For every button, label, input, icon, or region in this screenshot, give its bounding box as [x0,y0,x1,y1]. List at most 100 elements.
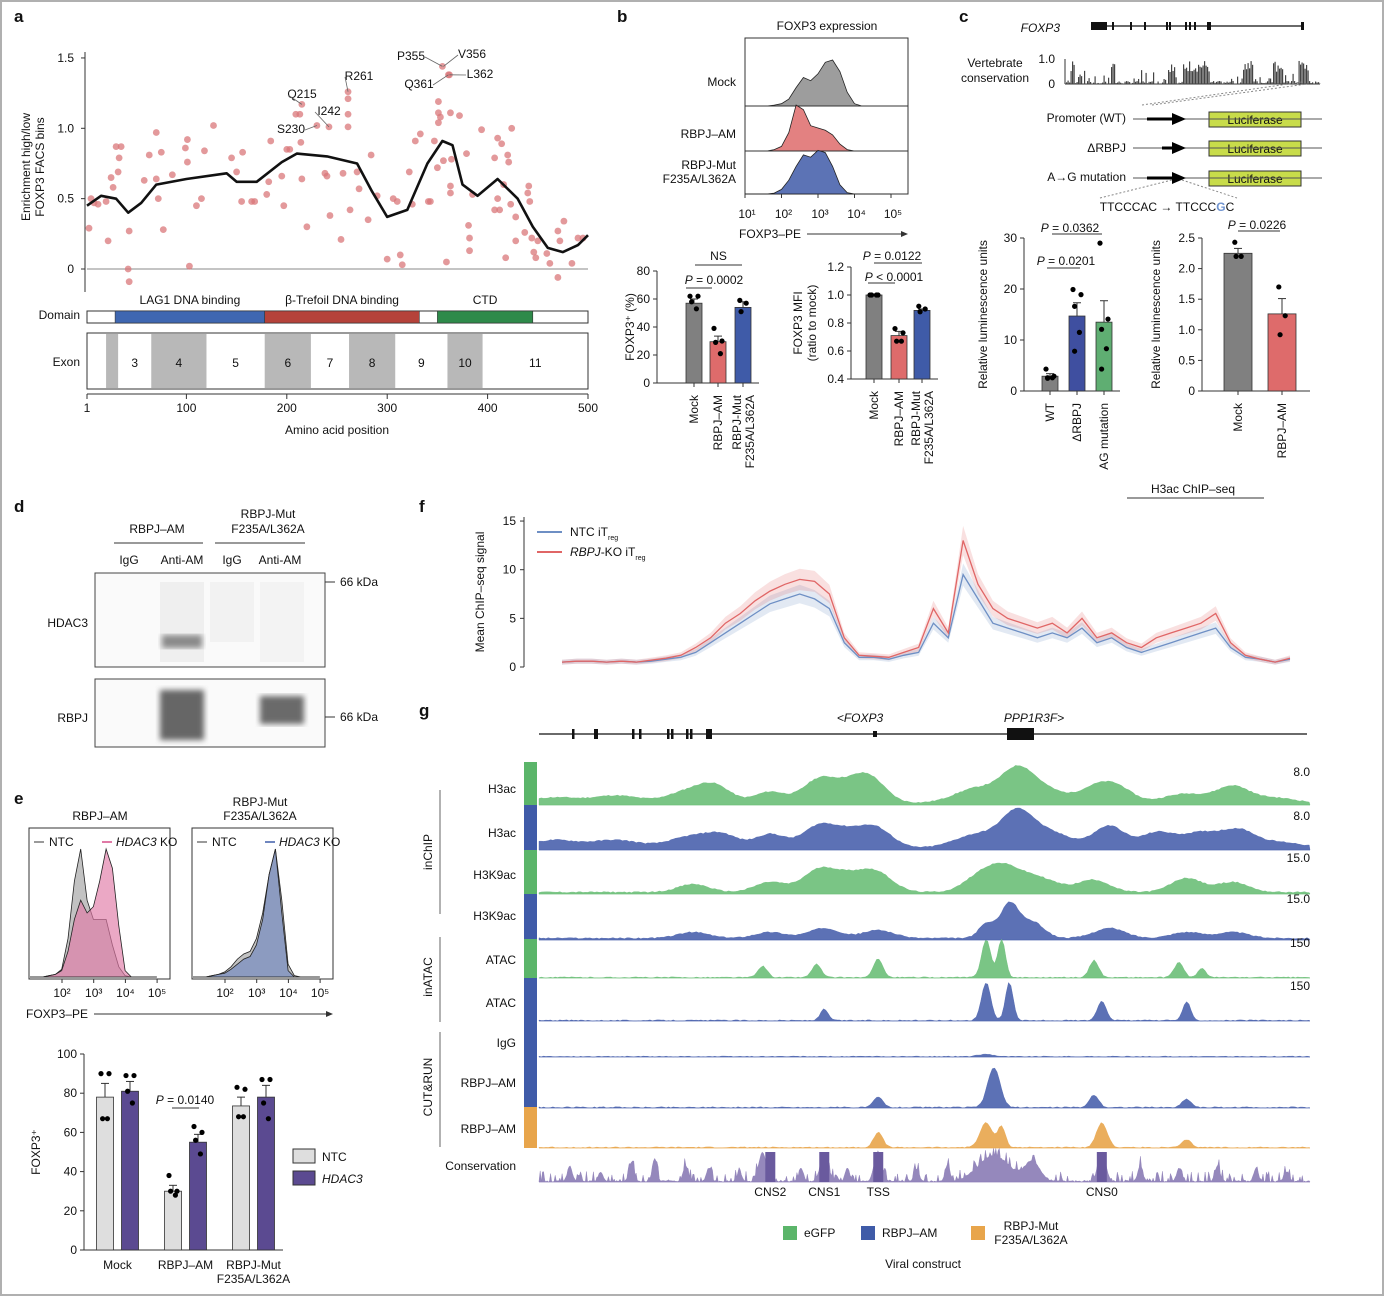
data-point [367,151,375,159]
data-point [346,206,354,214]
y-tick-label: 0 [1188,384,1195,398]
legend-label: NTC [322,1150,347,1164]
c-cons-bar [1202,65,1204,84]
y-tick-label: 0 [643,376,650,390]
p-symbol: P [685,273,693,287]
data-point [94,200,102,208]
text-line: F235A/L362A [994,1233,1067,1247]
c-cons-bar [1087,81,1089,84]
construct-color-strip [524,894,537,939]
c-cons-bar [1111,67,1113,84]
e-x-tick-label: 10⁴ [279,986,298,1000]
panel-letter-d: d [14,497,24,516]
text-line: (ratio to mock) [805,285,819,362]
a-x-tick-label: 400 [478,401,498,415]
data-point [140,176,148,184]
data-point [507,200,515,208]
a-y-tick-label: 0.5 [57,192,74,206]
data-point [466,247,473,255]
c-cons-bar [1141,70,1143,84]
legend-label: RBPJ-KO iTreg [570,545,646,562]
data-dot [98,1071,104,1077]
y-tick-label: 60 [64,1125,78,1139]
c-exon [1112,22,1114,30]
c-cons-bar [1316,82,1318,84]
legend-label: HDAC3 KO [279,835,340,849]
g-group-inchip: inChIP [421,834,435,870]
e-x-tick-label: 10² [53,986,70,1000]
e-hist-frame [191,827,334,980]
c-cons-bar [1250,61,1252,84]
domain-label: β-Trefoil DNA binding [285,293,399,307]
data-point [448,155,455,163]
track-scale-label: 8.0 [1293,809,1310,823]
y-axis-label: Relative luminescence units [976,240,990,389]
y-tick-label: 60 [637,292,651,306]
data-point [398,261,406,269]
significance-label: P = 0.0226 [1228,218,1287,232]
c-cons-bar [1303,63,1305,84]
legend-swatch-am [861,1226,875,1240]
data-point [478,126,485,134]
c-cons-bar [1147,83,1149,84]
b-x-tick-label: 10¹ [738,207,755,221]
data-point [114,168,122,176]
c-cons-bar [1198,64,1200,84]
data-point [168,171,176,179]
data-point [355,185,363,193]
data-dot [898,338,905,344]
c-cons-bar [1172,70,1174,84]
data-point [433,164,441,172]
y-tick-label: 1.0 [1178,323,1195,337]
data-point [447,189,454,197]
band-rbpj [260,696,304,724]
domain-bar [114,310,266,324]
data-dot [713,339,719,345]
data-point [337,236,345,243]
track-scale-label: 15.0 [1287,851,1311,865]
landmark-label: CNS1 [808,1185,840,1199]
c-cons-bar [1217,81,1219,84]
data-dot [1049,375,1055,381]
c-cons-bar [1300,64,1302,84]
construct-color-strip [524,805,537,850]
g-exon [639,729,642,739]
a-exon-label: Exon [53,355,80,369]
text-line: F235A/L362A [663,172,736,186]
construct-color-strip [524,1107,537,1148]
bar [913,309,931,380]
f-error-band [562,563,1290,665]
c-cons-bar [1076,82,1078,84]
data-point [512,237,520,245]
c-cons-bar [1301,62,1303,84]
a-domain-label: Domain [39,308,80,322]
data-point [186,262,193,270]
d-lane-label: Anti-AM [161,553,204,567]
c-cons-bar [1265,82,1267,84]
c-cons-bar [1073,64,1075,84]
data-dot [1103,346,1109,352]
seq-from: TTCCCAC [1100,200,1158,214]
c-cons-bar [1115,83,1117,84]
data-dot [869,292,875,298]
legend-label: RBPJ-Mut F235A/L362A [994,1219,1067,1247]
text-line: RBPJ-Mut [226,1258,281,1272]
data-dot [259,1076,265,1083]
data-point [326,212,334,219]
data-dot [125,1088,131,1094]
x-tick-label: RBPJ-Mut F235A/L362A [217,1258,290,1286]
data-dot [1070,286,1076,293]
g-exon [1007,728,1034,740]
data-point [124,265,132,273]
histogram-0 [745,59,891,107]
bar [685,302,703,384]
c-cons-bar [1082,83,1084,84]
c-cons-bar [1102,82,1104,84]
bar [121,1090,139,1251]
x-tick-label: WT [1043,402,1057,421]
exon-label: 10 [458,356,472,370]
text-line: FOXP3 MFI [791,291,805,354]
data-point [364,216,372,224]
luciferase-label: Luciferase [1227,113,1283,127]
a-ylabel: Enrichment high/lowFOXP3 FACS bins [19,113,47,221]
